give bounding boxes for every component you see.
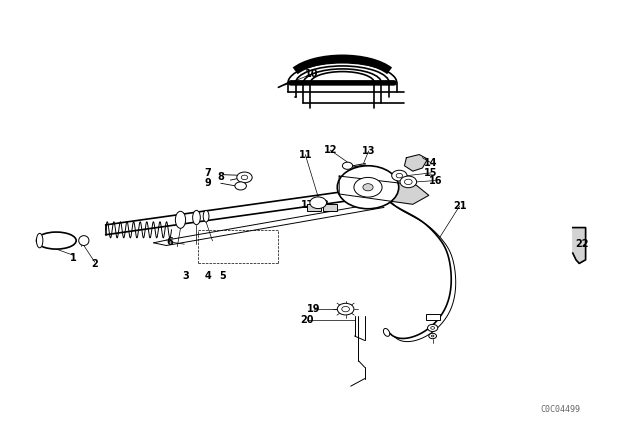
Circle shape: [310, 197, 326, 209]
Circle shape: [396, 173, 403, 178]
Text: 7: 7: [205, 168, 211, 178]
Text: 3: 3: [182, 271, 189, 280]
Text: 14: 14: [424, 158, 438, 168]
Circle shape: [237, 172, 252, 183]
Text: 6: 6: [166, 237, 173, 247]
Circle shape: [431, 335, 434, 337]
Text: 13: 13: [362, 146, 376, 156]
Text: C0C04499: C0C04499: [540, 405, 580, 414]
Circle shape: [342, 306, 349, 312]
Polygon shape: [573, 228, 586, 263]
Circle shape: [428, 324, 438, 332]
Text: 5: 5: [220, 271, 226, 280]
Ellipse shape: [79, 236, 89, 246]
Circle shape: [342, 162, 353, 169]
Circle shape: [431, 327, 435, 329]
Text: 18: 18: [316, 200, 330, 210]
Ellipse shape: [36, 232, 76, 249]
Text: 20: 20: [300, 315, 314, 325]
Circle shape: [241, 175, 248, 180]
Text: 19: 19: [307, 304, 321, 314]
Ellipse shape: [193, 211, 200, 225]
Circle shape: [363, 184, 373, 191]
Text: 16: 16: [428, 176, 442, 185]
Circle shape: [337, 166, 399, 209]
Circle shape: [392, 170, 407, 181]
Text: 17: 17: [300, 200, 314, 210]
Ellipse shape: [383, 328, 390, 336]
Text: 8: 8: [218, 172, 224, 181]
Text: 2: 2: [92, 259, 98, 269]
FancyBboxPatch shape: [307, 204, 321, 211]
FancyBboxPatch shape: [323, 204, 337, 211]
Ellipse shape: [36, 233, 43, 248]
Polygon shape: [339, 176, 429, 204]
Text: 10: 10: [305, 69, 319, 79]
Text: 1: 1: [70, 253, 77, 263]
Ellipse shape: [175, 211, 186, 228]
Circle shape: [429, 333, 436, 339]
Text: 9: 9: [205, 178, 211, 188]
Circle shape: [235, 182, 246, 190]
Ellipse shape: [204, 211, 209, 222]
Text: 22: 22: [575, 239, 589, 249]
Polygon shape: [404, 155, 428, 171]
Text: 12: 12: [323, 145, 337, 155]
Text: 11: 11: [298, 150, 312, 159]
Text: 21: 21: [452, 201, 467, 211]
Circle shape: [337, 303, 354, 315]
FancyBboxPatch shape: [426, 314, 440, 320]
Text: 15: 15: [424, 168, 438, 178]
Circle shape: [354, 177, 382, 197]
Circle shape: [404, 179, 412, 185]
Text: 4: 4: [205, 271, 211, 280]
Circle shape: [400, 176, 417, 188]
